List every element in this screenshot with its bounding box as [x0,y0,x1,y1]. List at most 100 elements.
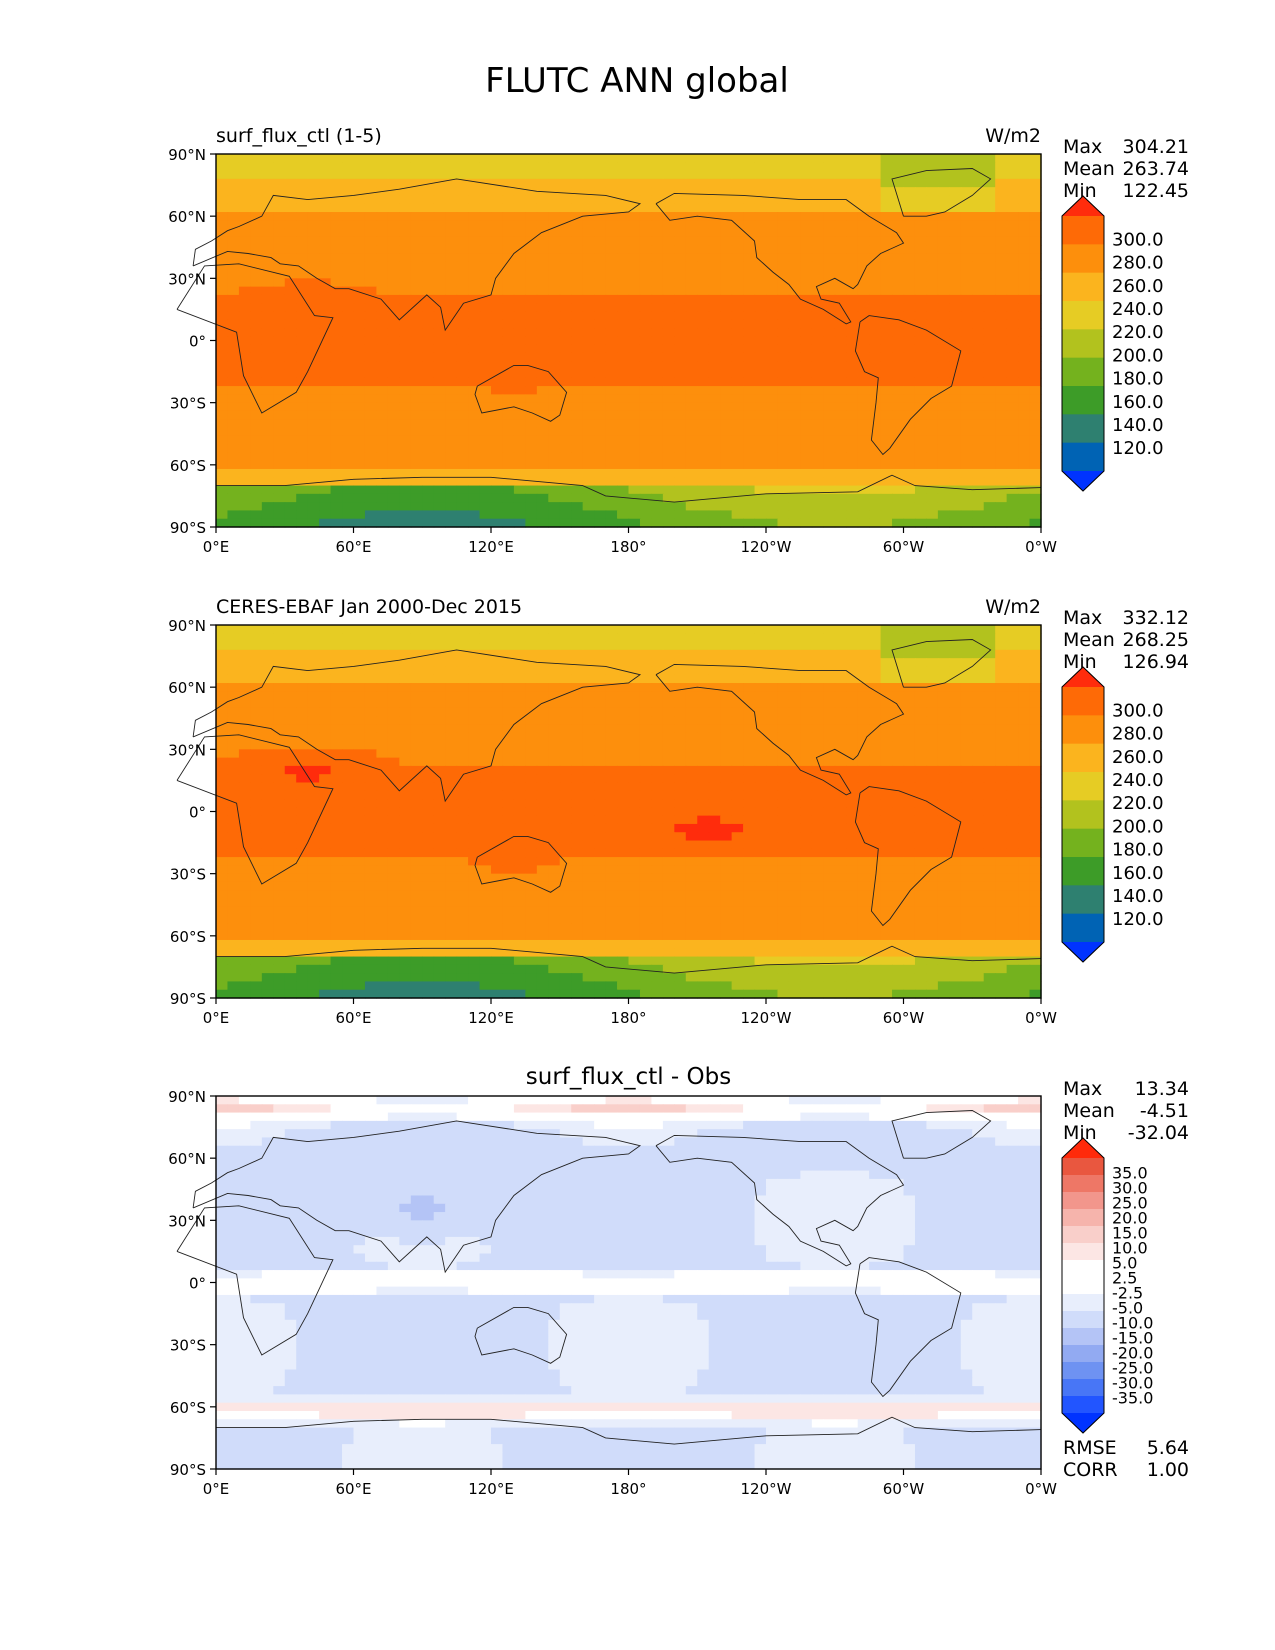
field-cell [456,460,469,470]
field-cell [296,319,309,329]
field-cell [685,278,698,288]
field-cell [674,683,687,692]
field-cell [754,649,767,659]
field-cell [823,625,836,634]
field-cell [674,807,687,817]
field-cell [674,510,687,520]
field-cell [502,361,515,371]
field-cell [319,683,332,692]
field-cell [548,311,561,321]
field-cell [216,228,229,238]
field-cell [284,162,297,172]
field-cell [914,336,928,346]
field-cell [823,303,836,313]
field-cell [422,336,435,346]
field-cell [720,195,733,205]
field-cell [777,757,790,767]
field-cell [995,699,1008,709]
field-cell [582,485,595,495]
field-cell [353,286,366,296]
field-cell [777,691,790,701]
field-cell [559,303,572,313]
field-cell [307,286,320,296]
field-cell [559,344,572,354]
field-cell [582,344,595,354]
field-cell [983,765,996,775]
field-cell [926,178,939,188]
field-cell [250,625,263,634]
field-cell [857,477,870,487]
field-cell [811,782,824,792]
field-cell [536,468,549,478]
field-cell [674,452,687,462]
field-cell [399,294,412,304]
field-cell [662,807,675,817]
field-cell [216,625,229,634]
field-cell [788,336,801,346]
field-cell [330,328,343,337]
field-cell [525,328,538,337]
field-cell [995,154,1008,163]
field-cell [1029,410,1042,420]
field-cell [227,724,240,734]
field-cell [995,674,1008,684]
field-cell [949,344,962,354]
field-cell [513,253,526,263]
field-cell [307,278,320,288]
field-cell [743,286,756,296]
field-cell [972,468,985,478]
field-cell [937,361,950,371]
field-cell [261,699,274,709]
field-cell [1018,286,1031,296]
field-cell [525,658,538,668]
field-cell [353,799,366,808]
field-cell [995,311,1008,321]
field-cell [559,666,572,676]
field-cell [926,236,939,246]
field-cell [892,203,905,213]
field-cell [571,245,584,255]
field-cell [662,790,675,800]
field-cell [834,253,847,263]
field-cell [410,666,423,676]
field-cell [513,402,526,412]
field-cell [960,402,973,412]
field-cell [227,625,240,634]
field-cell [628,311,641,321]
field-cell [582,799,595,808]
field-cell [227,386,240,395]
field-cell [410,649,423,659]
field-cell [342,377,355,387]
field-cell [617,220,630,230]
lon-tick-label: 180° [610,538,646,556]
field-cell [731,319,744,329]
field-cell [697,410,710,420]
field-cell [811,683,824,692]
field-cell [960,460,973,470]
field-cell [284,799,297,808]
field-cell [273,683,286,692]
field-cell [639,294,653,304]
field-cell [880,633,893,643]
field-cell [995,452,1008,462]
field-cell [892,757,905,767]
field-cell [594,435,607,445]
field-cell [502,444,515,453]
field-cell [456,294,469,304]
field-cell [513,724,526,734]
field-cell [1006,633,1019,643]
field-cell [399,807,412,817]
field-cell [525,377,538,387]
field-cell [1006,352,1019,362]
field-cell [617,319,630,329]
field-cell [892,510,905,520]
field-cell [296,716,309,726]
field-cell [376,799,389,808]
field-cell [605,195,618,205]
field-cell [869,386,882,395]
field-cell [410,386,423,395]
field-cell [914,641,928,651]
field-cell [1029,203,1042,213]
field-cell [720,294,733,304]
field-cell [250,658,263,668]
